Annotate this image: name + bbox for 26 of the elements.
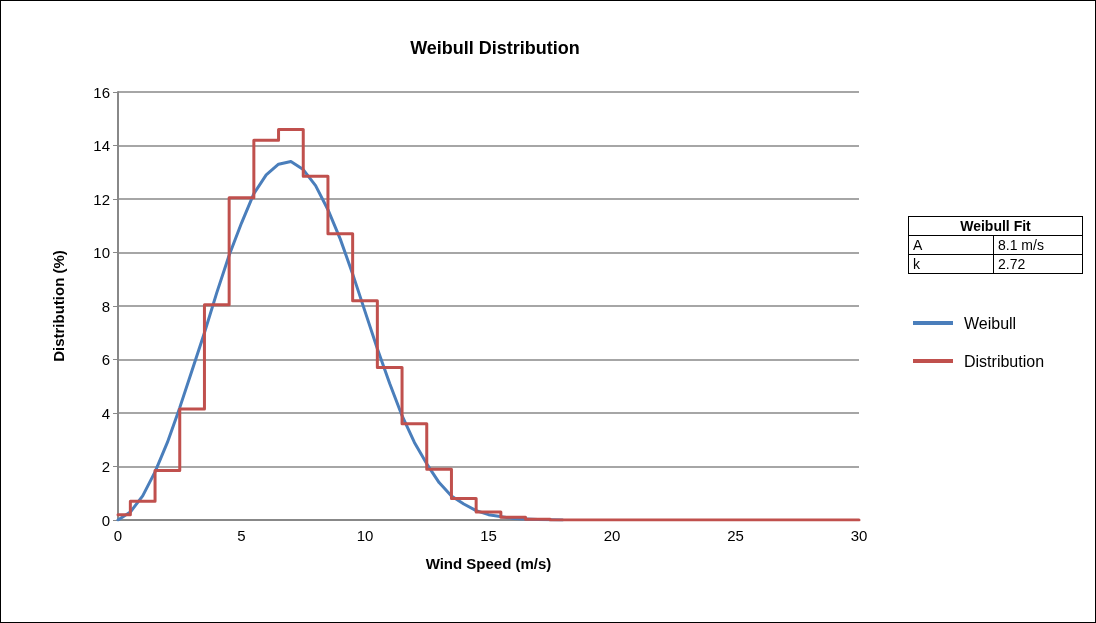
x-tick-label: 20 — [603, 527, 621, 544]
y-axis-title: Distribution (%) — [50, 250, 67, 362]
x-tick-label: 25 — [727, 527, 744, 544]
text: k — [908, 254, 994, 274]
x-tick-label: 15 — [480, 527, 497, 544]
x-tick-label: 5 — [237, 527, 246, 544]
y-tick-label: 16 — [93, 83, 110, 101]
y-tick-label: 0 — [101, 511, 110, 529]
y-tick-label: 10 — [93, 244, 110, 261]
x-axis-title: Wind Speed (m/s) — [425, 555, 552, 572]
x-tick-label: 0 — [113, 527, 123, 544]
y-tick-label: 2 — [101, 458, 110, 475]
y-tick-label: 12 — [93, 190, 110, 208]
y-tick-label: 4 — [101, 404, 110, 422]
y-tick-label: 8 — [101, 297, 110, 315]
x-tick-label: 30 — [850, 527, 868, 544]
text: 8.1 m/s — [993, 235, 1083, 255]
legend-label: Weibull — [964, 314, 1017, 332]
x-tick-label: 10 — [356, 527, 374, 544]
text: Weibull Fit — [908, 216, 1083, 236]
text: 2.72 — [993, 254, 1083, 274]
chart-title: Weibull Distribution — [410, 38, 580, 58]
y-tick-label: 6 — [101, 351, 110, 368]
legend-label: Distribution — [964, 352, 1045, 370]
y-tick-label: 14 — [93, 137, 110, 154]
text: A — [908, 235, 994, 255]
